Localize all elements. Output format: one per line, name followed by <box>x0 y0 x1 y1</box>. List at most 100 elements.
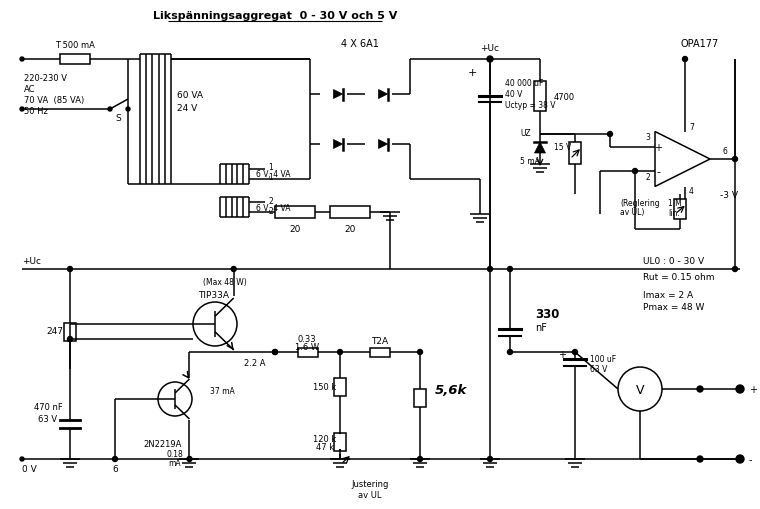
Circle shape <box>682 58 688 63</box>
Circle shape <box>193 302 237 346</box>
Circle shape <box>733 157 737 162</box>
Circle shape <box>417 350 423 355</box>
Text: 40 000 uF: 40 000 uF <box>505 78 543 88</box>
Text: 7: 7 <box>689 123 694 132</box>
Polygon shape <box>378 140 388 149</box>
Text: 4700: 4700 <box>554 92 575 101</box>
Circle shape <box>697 456 703 462</box>
Text: 330: 330 <box>535 308 559 321</box>
Text: -: - <box>656 166 660 177</box>
Text: +: + <box>467 68 477 78</box>
Bar <box>297 348 318 357</box>
Text: Imax = 2 A: Imax = 2 A <box>643 290 693 299</box>
Circle shape <box>417 457 423 462</box>
Text: 40 V: 40 V <box>505 89 522 98</box>
Circle shape <box>187 457 192 462</box>
Text: 6: 6 <box>112 465 118 473</box>
Text: UL0 : 0 - 30 V: UL0 : 0 - 30 V <box>643 256 704 265</box>
Bar <box>674 200 686 219</box>
Bar <box>334 378 346 395</box>
Text: 220-230 V: 220-230 V <box>24 73 67 82</box>
Text: 24 V: 24 V <box>177 103 198 112</box>
Bar <box>60 55 90 65</box>
Text: 6 V, 4 VA: 6 V, 4 VA <box>256 170 290 179</box>
Text: T 500 mA: T 500 mA <box>55 40 95 49</box>
Text: OPA177: OPA177 <box>681 39 719 49</box>
Text: (Reglering: (Reglering <box>620 198 660 207</box>
Circle shape <box>231 267 236 272</box>
Circle shape <box>487 57 493 63</box>
Text: 0.33: 0.33 <box>298 334 316 343</box>
Circle shape <box>20 457 24 461</box>
Circle shape <box>632 169 638 174</box>
Text: 150 k: 150 k <box>313 382 337 391</box>
Circle shape <box>733 267 737 272</box>
Text: 5,6k: 5,6k <box>435 383 467 395</box>
Text: T2A: T2A <box>372 337 388 346</box>
Bar <box>414 389 426 407</box>
Text: 70 VA  (85 VA): 70 VA (85 VA) <box>24 95 84 104</box>
Circle shape <box>126 108 130 112</box>
Circle shape <box>68 337 72 342</box>
Text: 1 M: 1 M <box>668 198 682 207</box>
Text: -3 V: -3 V <box>720 190 738 199</box>
Bar <box>569 143 581 165</box>
Bar <box>334 433 346 450</box>
Bar <box>534 82 546 112</box>
Text: +Uc: +Uc <box>480 43 499 52</box>
Text: 4: 4 <box>689 187 694 196</box>
Polygon shape <box>534 143 546 154</box>
Circle shape <box>20 108 24 112</box>
Text: 3: 3 <box>645 132 651 141</box>
Text: +: + <box>749 384 757 394</box>
Text: 0.18: 0.18 <box>166 449 183 459</box>
Circle shape <box>618 367 662 411</box>
Text: mA: mA <box>169 459 182 468</box>
Text: 100 uF: 100 uF <box>590 355 616 364</box>
Text: (Max 48 W): (Max 48 W) <box>203 278 247 287</box>
Circle shape <box>508 267 512 272</box>
Text: 20: 20 <box>344 225 356 234</box>
Text: V: V <box>636 383 644 395</box>
Circle shape <box>273 350 277 355</box>
Circle shape <box>487 267 492 272</box>
Text: Pmax = 48 W: Pmax = 48 W <box>643 303 705 312</box>
Bar <box>64 323 76 341</box>
Circle shape <box>337 350 343 355</box>
Text: 5 mA: 5 mA <box>520 157 540 166</box>
Text: Uctyp = 38 V: Uctyp = 38 V <box>505 100 556 109</box>
Text: 2: 2 <box>268 206 273 215</box>
Text: +Uc: +Uc <box>22 256 41 265</box>
Text: S: S <box>115 114 121 122</box>
Text: 6 V, 4 VA: 6 V, 4 VA <box>256 203 290 212</box>
Circle shape <box>108 108 112 112</box>
Text: 0 V: 0 V <box>22 465 36 473</box>
Polygon shape <box>334 90 343 99</box>
Text: 2: 2 <box>268 196 273 205</box>
Text: UZ: UZ <box>521 128 531 137</box>
Text: 2: 2 <box>646 173 651 182</box>
Text: 20: 20 <box>290 225 301 234</box>
Circle shape <box>112 457 118 462</box>
Text: av UL): av UL) <box>620 208 644 217</box>
Text: Justering: Justering <box>351 479 388 489</box>
Circle shape <box>607 132 613 137</box>
Polygon shape <box>378 90 388 99</box>
Text: nF: nF <box>535 322 547 332</box>
Text: av UL: av UL <box>358 491 382 499</box>
Circle shape <box>508 350 512 355</box>
Text: 6: 6 <box>723 147 727 156</box>
Circle shape <box>20 58 24 62</box>
Circle shape <box>736 455 744 463</box>
Text: 470 nF: 470 nF <box>33 403 62 412</box>
Text: TIP33A: TIP33A <box>198 290 229 299</box>
Text: 247: 247 <box>46 327 64 336</box>
Bar <box>275 207 315 218</box>
Text: AC: AC <box>24 84 36 93</box>
Circle shape <box>158 382 192 416</box>
Text: 1: 1 <box>268 163 273 172</box>
Polygon shape <box>334 140 343 149</box>
Bar <box>330 207 370 218</box>
Circle shape <box>572 350 578 355</box>
Bar <box>370 348 390 357</box>
